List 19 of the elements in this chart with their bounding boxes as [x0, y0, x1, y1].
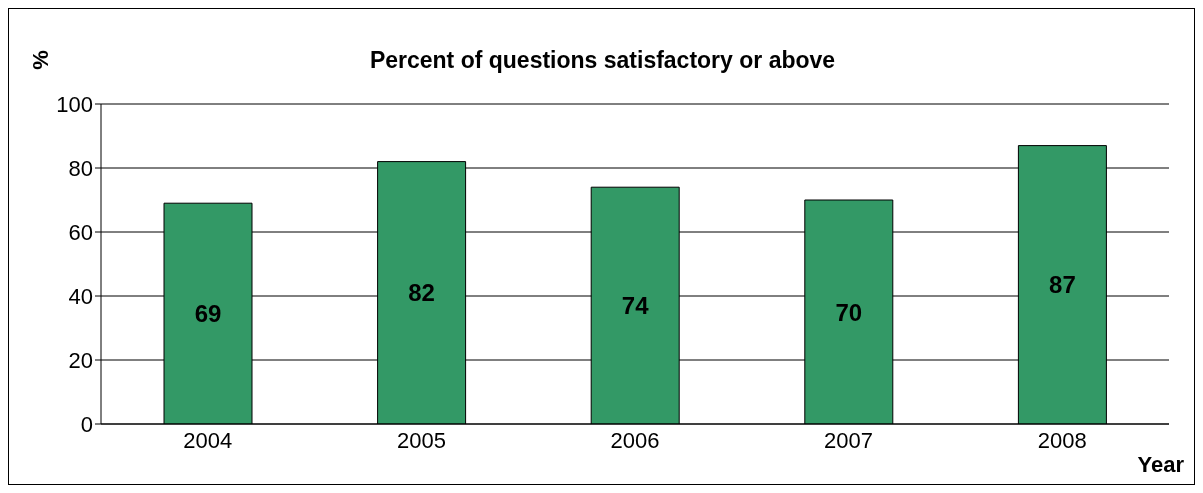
y-tick-label: 60	[68, 219, 93, 245]
y-tick-label: 40	[68, 283, 93, 309]
data-label: 69	[194, 300, 222, 328]
x-axis-title: Year	[1137, 452, 1184, 478]
y-tick-label: 100	[56, 91, 93, 117]
x-tick-label: 2007	[824, 427, 874, 453]
y-tick-label: 0	[80, 411, 93, 437]
x-tick-label: 2006	[610, 427, 660, 453]
y-axis-title: %	[27, 50, 54, 70]
y-tick-label: 80	[68, 155, 93, 181]
data-label: 70	[835, 298, 863, 326]
data-label: 82	[408, 279, 435, 307]
x-tick-label: 2008	[1037, 427, 1087, 453]
y-tick-label: 20	[68, 347, 93, 373]
data-label: 87	[1049, 271, 1076, 299]
x-tick-label: 2004	[183, 427, 233, 453]
x-tick-label: 2005	[396, 427, 446, 453]
chart-title: Percent of questions satisfactory or above	[369, 47, 836, 73]
data-label: 74	[621, 292, 650, 320]
